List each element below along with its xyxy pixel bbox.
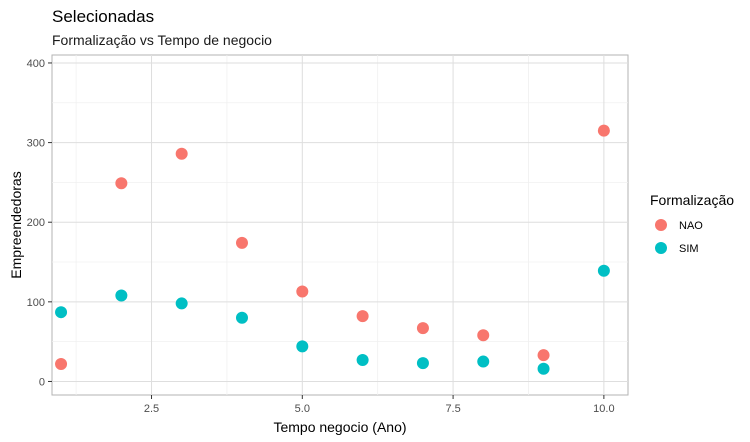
y-tick-label: 0 <box>39 376 45 388</box>
legend-items: NAO SIM <box>655 219 703 255</box>
chart-subtitle: Formalização vs Tempo de negocio <box>52 32 272 48</box>
x-tick-label: 10.0 <box>593 403 614 415</box>
x-tick-label: 2.5 <box>144 403 159 415</box>
major-grid <box>52 55 628 395</box>
data-point-nao <box>175 147 188 160</box>
data-point-sim <box>477 355 490 368</box>
data-point-sim <box>356 353 369 366</box>
data-points <box>55 124 610 375</box>
data-point-sim <box>537 362 550 375</box>
series-sim <box>55 264 610 375</box>
data-point-nao <box>55 357 68 370</box>
data-point-nao <box>416 322 429 335</box>
y-tick-label: 100 <box>27 297 45 309</box>
data-point-nao <box>537 349 550 362</box>
legend-label: SIM <box>679 243 699 255</box>
data-point-nao <box>597 124 610 137</box>
plot-panel <box>51 54 629 396</box>
data-point-sim <box>296 340 309 353</box>
minor-grid <box>52 55 628 395</box>
y-axis-title: Empreendedoras <box>8 171 24 278</box>
y-tick-label: 300 <box>27 138 45 150</box>
data-point-nao <box>356 310 369 323</box>
chart-title: Selecionadas <box>52 7 154 26</box>
data-point-nao <box>296 285 309 298</box>
data-point-sim <box>597 264 610 277</box>
y-tick-label: 200 <box>27 217 45 229</box>
legend-label: NAO <box>679 220 703 232</box>
legend: Formalização NAO SIM <box>650 192 734 255</box>
x-tick-label: 7.5 <box>445 403 460 415</box>
y-tick-label: 400 <box>27 58 45 70</box>
legend-item-sim: SIM <box>655 242 699 255</box>
x-tick-label: 5.0 <box>295 403 310 415</box>
data-point-nao <box>115 177 128 190</box>
y-axis: 0 100 200 300 400 <box>27 58 52 388</box>
legend-key-icon <box>655 219 667 231</box>
x-axis: 2.5 5.0 7.5 10.0 <box>144 395 615 415</box>
legend-title: Formalização <box>650 192 734 208</box>
data-point-nao <box>235 236 248 249</box>
x-axis-title: Tempo negocio (Ano) <box>273 419 406 435</box>
data-point-sim <box>55 306 68 319</box>
data-point-sim <box>175 297 188 310</box>
data-point-sim <box>115 289 128 302</box>
legend-item-nao: NAO <box>655 219 703 232</box>
legend-key-icon <box>655 242 667 254</box>
data-point-nao <box>477 329 490 342</box>
data-point-sim <box>416 357 429 370</box>
data-point-sim <box>235 311 248 324</box>
panel-border <box>51 54 629 396</box>
series-nao <box>55 124 610 370</box>
